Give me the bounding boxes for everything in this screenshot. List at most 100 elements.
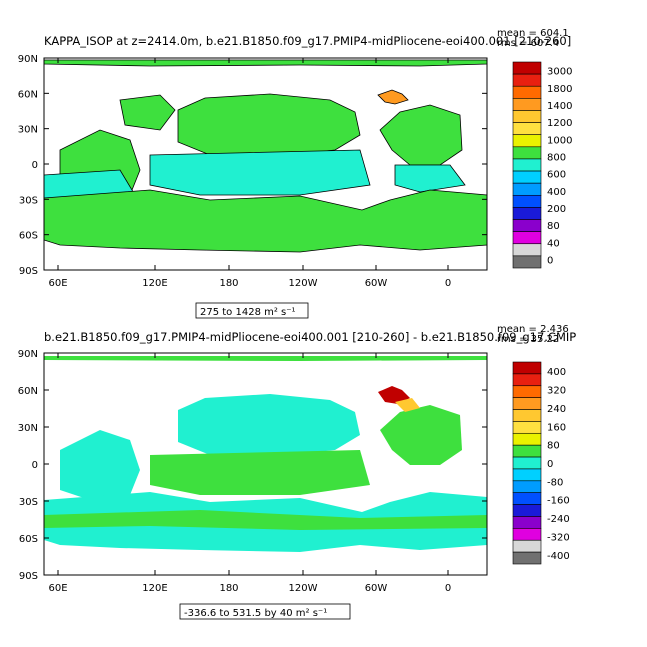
colorbar-swatch [512, 539, 542, 553]
panel-1-field-southern [43, 189, 488, 253]
panel-1-mean: mean = 604.1 [497, 28, 569, 39]
colorbar-label: -160 [547, 496, 570, 507]
colorbar-swatch [512, 504, 542, 517]
colorbar-swatch [512, 110, 542, 123]
y-tick-label: 90S [19, 571, 38, 582]
panel-2-field-hotspot [378, 386, 410, 404]
panel-2-field-southern-band [44, 510, 487, 530]
colorbar-swatch [512, 468, 542, 482]
colorbar-label: 600 [547, 170, 566, 181]
y-tick-label: 60N [18, 89, 38, 100]
y-tick-label: 30S [19, 195, 38, 206]
colorbar-label: 80 [547, 441, 560, 452]
colorbar-label: 400 [547, 367, 566, 378]
colorbar-label: -240 [547, 514, 570, 525]
colorbar-swatch [512, 385, 542, 398]
x-tick-label: 180 [219, 583, 238, 594]
colorbar-label: -400 [547, 551, 570, 562]
y-tick-label: 60S [19, 534, 38, 545]
panel-2-axes: 90N 60N 30N 0 30S 60S 90S 60E 120E 180 120W 60W 0 [18, 349, 487, 594]
colorbar-label: 200 [547, 204, 566, 215]
colorbar-swatch [512, 361, 542, 375]
colorbar-swatch [512, 61, 542, 75]
panel-1-field-hotspot [377, 89, 409, 105]
panel-1-field-north-pacific [177, 93, 361, 157]
colorbar-swatch [512, 397, 542, 410]
y-tick-label: 0 [32, 160, 38, 171]
colorbar-swatch [512, 219, 542, 232]
y-tick-label: 0 [32, 460, 38, 471]
panel-1-field-equatorial-pacific [149, 149, 371, 196]
colorbar-swatch [512, 73, 542, 87]
panel-2-field-arctic [44, 356, 487, 361]
colorbar-swatch [512, 182, 542, 196]
colorbar-label: 800 [547, 152, 566, 163]
colorbar-label: -80 [547, 477, 563, 488]
x-tick-label: 0 [445, 278, 451, 289]
panel-2-range-box [179, 603, 351, 620]
panel-2-map [43, 352, 488, 576]
y-tick-label: 30S [19, 497, 38, 508]
colorbar-swatch [512, 98, 542, 111]
panel-2-title: b.e21.B1850.f09_g17.PMIP4-midPliocene-eo… [44, 330, 576, 344]
y-tick-label: 90S [19, 266, 38, 277]
colorbar-swatch [512, 231, 542, 245]
colorbar-swatch [512, 255, 542, 269]
colorbar-label: 0 [547, 255, 553, 266]
panel-1-field-equatorial-atlantic [394, 164, 466, 193]
colorbar-swatch [512, 85, 542, 99]
colorbar-label: 160 [547, 422, 566, 433]
x-tick-label: 120E [142, 278, 167, 289]
panel-1-range-box [195, 302, 309, 319]
colorbar-label: 240 [547, 404, 566, 415]
y-tick-label: 30N [18, 423, 38, 434]
panel-2-field-indian [60, 430, 140, 500]
panel-1-map [43, 57, 488, 271]
colorbar-label: 0 [547, 459, 553, 470]
colorbar-swatch [512, 243, 542, 257]
x-tick-label: 0 [445, 583, 451, 594]
colorbar-label: 320 [547, 386, 566, 397]
colorbar-swatch [512, 444, 542, 458]
x-tick-label: 60E [48, 583, 67, 594]
colorbar-swatch [512, 456, 542, 470]
panel-2: b.e21.B1850.f09_g17.PMIP4-midPliocene-eo… [18, 324, 576, 620]
x-tick-label: 120W [289, 278, 318, 289]
colorbar-label: 40 [547, 238, 560, 249]
panel-1-range-label: 275 to 1428 m² s⁻¹ [200, 307, 296, 318]
colorbar-swatch [512, 194, 542, 208]
y-tick-label: 60S [19, 231, 38, 242]
colorbar-swatch [512, 516, 542, 529]
colorbar-swatch [512, 207, 542, 220]
colorbar-swatch [512, 421, 542, 434]
colorbar-swatch [512, 146, 542, 160]
colorbar-swatch [512, 170, 542, 184]
x-tick-label: 180 [219, 278, 238, 289]
colorbar-swatch [512, 528, 542, 541]
panel-1-field-indian-2 [119, 94, 176, 131]
panel-1-field-north-atlantic [379, 104, 463, 166]
colorbar-label: 400 [547, 187, 566, 198]
colorbar-label: 1400 [547, 101, 572, 112]
panel-2-rms: rms = 35.22 [497, 334, 559, 345]
y-tick-label: 90N [18, 349, 38, 360]
panel-2-colorbar: 400 320 240 160 80 0 -80 -160 -240 -320 -400 [512, 361, 570, 565]
panel-2-mean: mean = 2.436 [497, 324, 569, 335]
colorbar-label: 1200 [547, 118, 572, 129]
x-tick-label: 60W [365, 278, 388, 289]
x-tick-label: 60W [365, 583, 388, 594]
colorbar-swatch [512, 409, 542, 422]
colorbar-swatch [512, 480, 542, 494]
colorbar-swatch [512, 122, 542, 136]
panel-1: KAPPA_ISOP at z=2414.0m, b.e21.B1850.f09… [18, 28, 572, 319]
colorbar-swatch [512, 134, 542, 148]
colorbar-label: 3000 [547, 67, 572, 78]
colorbar-label: -320 [547, 532, 570, 543]
y-tick-label: 30N [18, 125, 38, 136]
x-tick-label: 120E [142, 583, 167, 594]
y-tick-label: 90N [18, 54, 38, 65]
panel-1-field-arctic [43, 59, 488, 67]
colorbar-swatch [512, 158, 542, 172]
